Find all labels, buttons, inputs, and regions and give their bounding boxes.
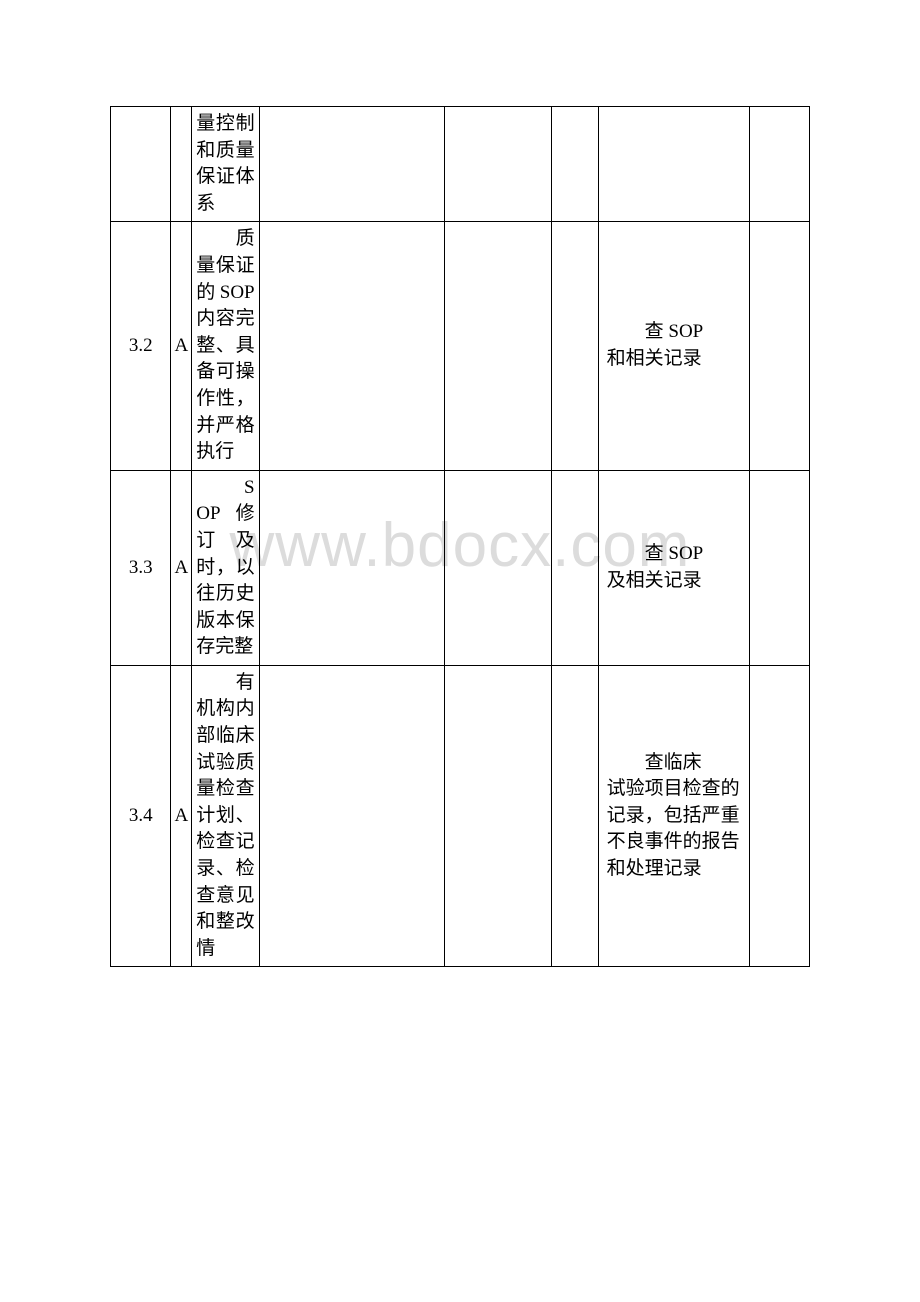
cell-description: 质量保证的SOP内容完整、具备可操作性，并严格执行 <box>192 222 259 470</box>
cell-blank-c <box>552 222 598 470</box>
cell-blank-last <box>749 222 809 470</box>
table-row: 量控制和质量保证体系 <box>111 107 810 222</box>
cell-description: 量控制和质量保证体系 <box>192 107 259 222</box>
cell-reference <box>598 107 749 222</box>
cell-grade: A <box>171 470 192 665</box>
cell-grade: A <box>171 222 192 470</box>
cell-blank-last <box>749 665 809 967</box>
cell-blank-a <box>259 470 445 665</box>
cell-blank-b <box>445 470 552 665</box>
cell-blank-c <box>552 107 598 222</box>
table-row: 3.4A有机构内部临床试验质量检查计划、检查记录、检查意见和整改情 查临床试验项目… <box>111 665 810 967</box>
cell-blank-a <box>259 665 445 967</box>
cell-description: 有机构内部临床试验质量检查计划、检查记录、检查意见和整改情 <box>192 665 259 967</box>
cell-blank-a <box>259 107 445 222</box>
cell-grade: A <box>171 665 192 967</box>
cell-reference: 查 SOP和相关记录 <box>598 222 749 470</box>
cell-description: SOP修订及时，以往历史版本保存完整 <box>192 470 259 665</box>
cell-reference: 查临床试验项目检查的记录，包括严重不良事件的报告和处理记录 <box>598 665 749 967</box>
cell-grade <box>171 107 192 222</box>
cell-index: 3.3 <box>111 470 171 665</box>
assessment-table: 量控制和质量保证体系3.2A质量保证的SOP内容完整、具备可操作性，并严格执行查… <box>110 106 810 967</box>
cell-blank-last <box>749 470 809 665</box>
cell-index: 3.2 <box>111 222 171 470</box>
cell-reference: 查 SOP及相关记录 <box>598 470 749 665</box>
cell-blank-c <box>552 665 598 967</box>
cell-blank-last <box>749 107 809 222</box>
cell-index <box>111 107 171 222</box>
table-row: 3.3ASOP修订及时，以往历史版本保存完整 查 SOP及相关记录 <box>111 470 810 665</box>
cell-blank-c <box>552 470 598 665</box>
cell-blank-a <box>259 222 445 470</box>
document-page: 量控制和质量保证体系3.2A质量保证的SOP内容完整、具备可操作性，并严格执行查… <box>110 106 810 967</box>
cell-blank-b <box>445 222 552 470</box>
table-row: 3.2A质量保证的SOP内容完整、具备可操作性，并严格执行 查 SOP和相关记录 <box>111 222 810 470</box>
cell-blank-b <box>445 665 552 967</box>
cell-blank-b <box>445 107 552 222</box>
cell-index: 3.4 <box>111 665 171 967</box>
